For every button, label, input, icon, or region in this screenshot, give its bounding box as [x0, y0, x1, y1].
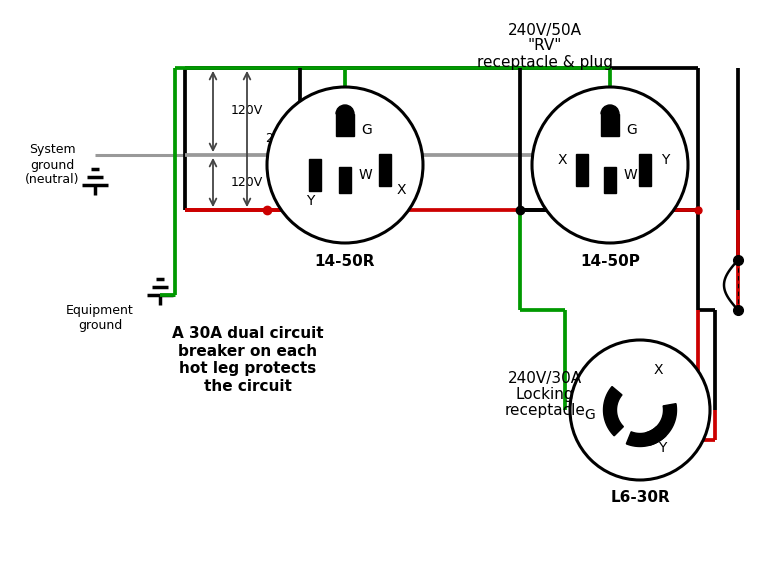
Wedge shape	[601, 105, 619, 114]
Text: 240V: 240V	[265, 132, 297, 145]
Circle shape	[532, 87, 688, 243]
Bar	[639, 154, 651, 186]
Bar	[336, 114, 354, 136]
Text: W: W	[623, 168, 637, 182]
Text: G: G	[362, 123, 372, 137]
Text: G: G	[627, 123, 637, 137]
Text: X: X	[558, 153, 567, 167]
Polygon shape	[604, 387, 624, 436]
Bar	[601, 114, 619, 136]
Text: 120V: 120V	[231, 175, 263, 188]
Text: Locking: Locking	[515, 387, 574, 401]
Bar	[576, 154, 588, 186]
Text: X: X	[396, 183, 406, 197]
Text: 120V: 120V	[231, 105, 263, 118]
Bar	[604, 167, 616, 193]
Text: 240V/30A: 240V/30A	[508, 371, 582, 385]
Bar	[339, 167, 351, 193]
Text: 240V/50A: 240V/50A	[508, 23, 582, 37]
Text: "RV": "RV"	[528, 38, 562, 54]
Text: 14-50R: 14-50R	[315, 254, 376, 268]
Text: A 30A dual circuit
breaker on each
hot leg protects
the circuit: A 30A dual circuit breaker on each hot l…	[172, 327, 324, 393]
Text: Y: Y	[306, 194, 314, 208]
Polygon shape	[646, 404, 677, 445]
Wedge shape	[336, 105, 354, 114]
Text: System
ground
(neutral): System ground (neutral)	[25, 144, 79, 187]
Text: receptacle & plug: receptacle & plug	[477, 54, 613, 70]
Text: W: W	[358, 168, 372, 182]
Text: L6-30R: L6-30R	[610, 491, 670, 505]
Text: Y: Y	[660, 153, 669, 167]
Circle shape	[267, 87, 423, 243]
Bar	[379, 154, 391, 186]
Text: receptacle: receptacle	[505, 402, 585, 418]
Text: X: X	[654, 363, 663, 377]
Text: 14-50P: 14-50P	[580, 254, 640, 268]
Text: Equipment
ground: Equipment ground	[66, 304, 134, 332]
Text: Y: Y	[658, 441, 666, 455]
Bar	[309, 159, 321, 191]
Polygon shape	[627, 427, 666, 447]
Text: G: G	[584, 408, 595, 422]
Circle shape	[570, 340, 710, 480]
